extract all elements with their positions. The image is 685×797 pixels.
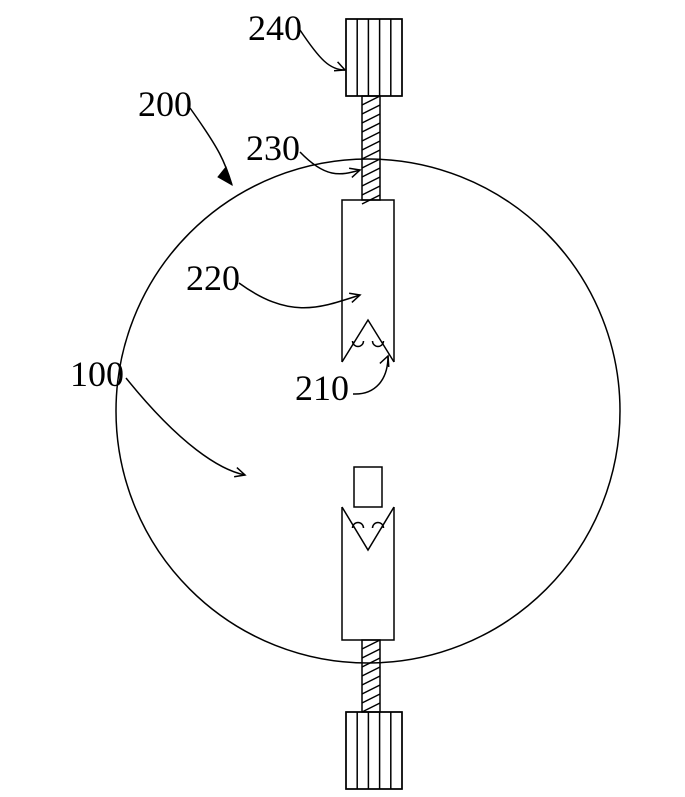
bottom-grip-outline — [346, 712, 402, 789]
bottom-grip — [346, 712, 402, 789]
top-sleeve — [342, 200, 394, 362]
bottom-threaded-rod — [362, 640, 380, 712]
label-100-leader — [126, 378, 245, 475]
top-grip — [346, 19, 402, 96]
label-240-label: 240 — [248, 8, 302, 48]
label-230-leader — [300, 152, 360, 174]
top-threaded-rod — [362, 96, 380, 204]
technical-diagram: 240 200 230 220 210 100 — [0, 0, 685, 797]
top-vnotch — [342, 320, 394, 362]
label-240-leader — [300, 30, 345, 70]
label-200-label: 200 — [138, 84, 192, 124]
label-210-label: 210 — [295, 368, 349, 408]
label-220-label: 220 — [186, 258, 240, 298]
main-circle — [116, 159, 620, 663]
top-grip-outline — [346, 19, 402, 96]
label-100-label: 100 — [70, 354, 124, 394]
bottom-vnotch — [342, 507, 394, 550]
label-230-label: 230 — [246, 128, 300, 168]
bottom-sleeve — [342, 550, 394, 640]
bottom-stub — [354, 467, 382, 507]
